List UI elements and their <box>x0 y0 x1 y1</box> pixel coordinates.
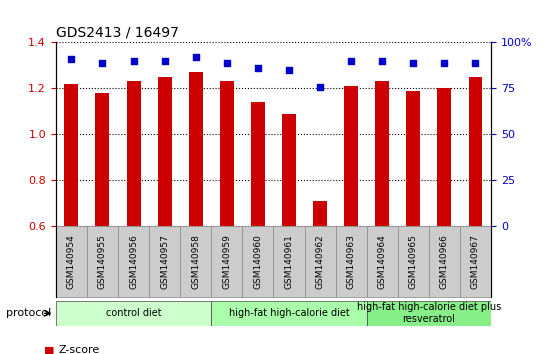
Bar <box>64 84 78 226</box>
Text: GSM140956: GSM140956 <box>129 234 138 289</box>
Point <box>347 58 355 64</box>
Bar <box>211 226 242 297</box>
Text: GSM140959: GSM140959 <box>222 234 231 289</box>
Bar <box>313 201 327 226</box>
Text: GSM140957: GSM140957 <box>160 234 169 289</box>
Text: GSM140967: GSM140967 <box>471 234 480 289</box>
Text: protocol: protocol <box>6 308 51 318</box>
Text: GDS2413 / 16497: GDS2413 / 16497 <box>56 26 179 40</box>
Bar <box>437 88 451 226</box>
Bar <box>118 226 149 297</box>
Point <box>222 60 231 65</box>
Text: ■: ■ <box>44 346 54 354</box>
Point <box>440 60 449 65</box>
Point <box>471 60 480 65</box>
Bar <box>95 93 109 226</box>
Bar <box>375 81 389 226</box>
Bar <box>87 226 118 297</box>
Text: control diet: control diet <box>105 308 161 318</box>
Bar <box>282 114 296 226</box>
Text: GSM140963: GSM140963 <box>347 234 355 289</box>
Point <box>129 58 138 64</box>
Text: Z-score: Z-score <box>59 346 100 354</box>
Bar <box>344 86 358 226</box>
Bar <box>406 91 420 226</box>
Bar <box>460 226 491 297</box>
Bar <box>429 226 460 297</box>
Point <box>67 56 76 62</box>
Bar <box>220 81 234 226</box>
Point <box>160 58 169 64</box>
Text: GSM140954: GSM140954 <box>67 234 76 289</box>
Text: GSM140962: GSM140962 <box>316 234 325 289</box>
Text: GSM140966: GSM140966 <box>440 234 449 289</box>
Point <box>378 58 387 64</box>
Bar <box>56 301 211 326</box>
Bar <box>335 226 367 297</box>
Bar <box>242 226 273 297</box>
Text: GSM140960: GSM140960 <box>253 234 262 289</box>
Text: GSM140958: GSM140958 <box>191 234 200 289</box>
Bar <box>56 226 87 297</box>
Bar <box>127 81 141 226</box>
Text: GSM140964: GSM140964 <box>378 234 387 289</box>
Text: high-fat high-calorie diet: high-fat high-calorie diet <box>229 308 349 318</box>
Bar <box>189 72 203 226</box>
Bar <box>367 301 491 326</box>
Text: GSM140955: GSM140955 <box>98 234 107 289</box>
Bar <box>211 301 367 326</box>
Bar <box>180 226 211 297</box>
Bar <box>149 226 180 297</box>
Bar <box>469 77 483 226</box>
Bar <box>157 77 172 226</box>
Point <box>409 60 418 65</box>
Point <box>253 65 262 71</box>
Text: GSM140965: GSM140965 <box>409 234 418 289</box>
Bar <box>367 226 398 297</box>
Bar <box>273 226 305 297</box>
Point <box>285 67 294 73</box>
Point <box>316 84 325 89</box>
Bar <box>305 226 335 297</box>
Point <box>191 54 200 60</box>
Text: high-fat high-calorie diet plus
resveratrol: high-fat high-calorie diet plus resverat… <box>357 302 501 324</box>
Bar <box>398 226 429 297</box>
Point <box>98 60 107 65</box>
Text: GSM140961: GSM140961 <box>285 234 294 289</box>
Bar <box>251 102 265 226</box>
